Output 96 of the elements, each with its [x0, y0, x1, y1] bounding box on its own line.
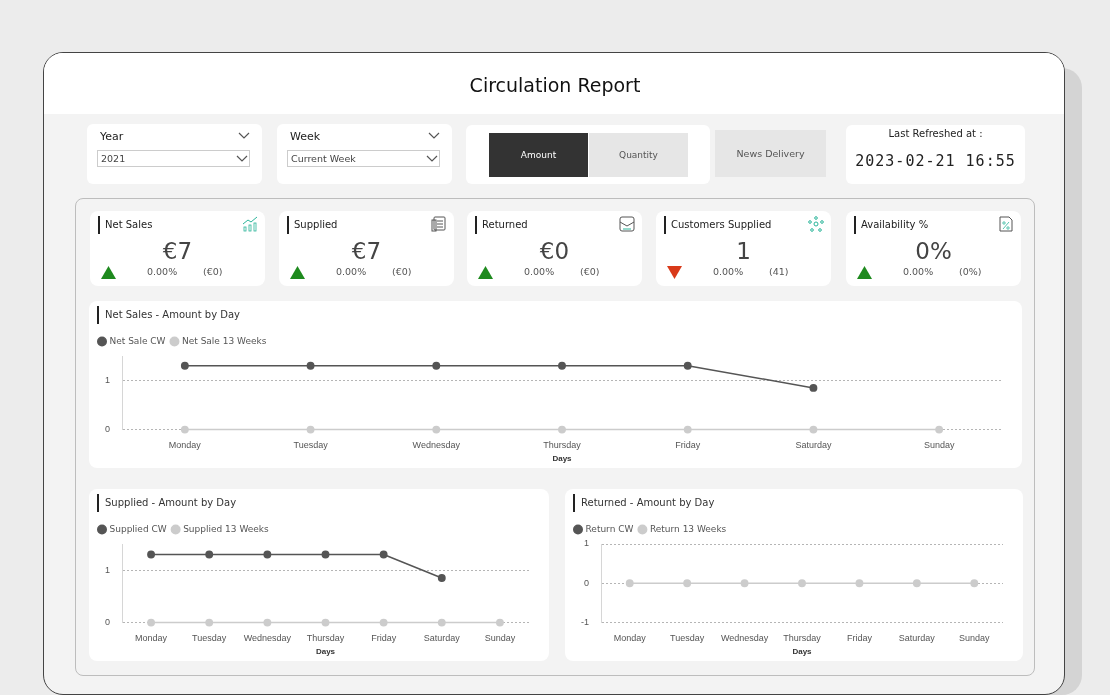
x-tick-label: Thursday	[783, 633, 822, 644]
text: €0	[538, 238, 571, 264]
x-tick-label: Wednesday	[720, 633, 769, 644]
legend-label: Net Sale 13 Weeks	[181, 335, 267, 346]
text: Current Week	[291, 153, 356, 164]
text: Amount	[489, 133, 588, 177]
y-tick-label: -1	[580, 617, 589, 628]
y-tick-label: 1	[104, 564, 111, 575]
point	[558, 425, 566, 434]
chart-title: Supplied - Amount by Day	[105, 497, 237, 508]
text: Availability %	[861, 219, 929, 230]
x-tick-label: Monday	[613, 633, 647, 644]
point	[379, 618, 388, 627]
chart-title: Net Sales - Amount by Day	[105, 309, 240, 320]
x-tick-label: Saturday	[423, 633, 461, 644]
text: (41)	[769, 266, 789, 277]
x-tick-label: Monday	[135, 633, 168, 644]
x-tick-label: Sunday	[959, 633, 991, 644]
x-axis-title: Days	[792, 647, 813, 657]
point	[683, 361, 692, 370]
x-tick-label: Sunday	[923, 440, 955, 451]
point	[263, 618, 272, 627]
text: 0%	[914, 238, 953, 264]
x-axis-title: Days	[315, 647, 336, 657]
text: (€0)	[203, 266, 223, 277]
text: 2021	[101, 153, 126, 164]
chart-title: Returned - Amount by Day	[581, 497, 715, 508]
text: (0%)	[959, 266, 982, 277]
x-tick-label: Friday	[371, 633, 397, 644]
point	[321, 550, 330, 559]
text: 0.00%	[147, 266, 178, 277]
point	[306, 425, 315, 434]
x-tick-label: Thursday	[306, 633, 345, 644]
text: 0.00%	[336, 266, 367, 277]
text: Quantity	[589, 133, 688, 177]
legend-label: Return CW	[585, 523, 634, 534]
x-tick-label: Tuesday	[670, 633, 705, 644]
x-tick-label: Monday	[168, 440, 202, 451]
legend-label: Supplied 13 Weeks	[183, 523, 270, 534]
point	[147, 550, 156, 559]
text: Net Sales	[105, 219, 153, 230]
legend-label: Return 13 Weeks	[649, 523, 727, 534]
point	[432, 361, 441, 370]
text: €7	[350, 238, 383, 264]
y-tick-label: 1	[104, 375, 111, 386]
point	[495, 618, 504, 627]
x-tick-label: Friday	[846, 633, 873, 644]
x-axis-title: Days	[552, 454, 573, 464]
point	[809, 425, 818, 434]
point	[205, 550, 214, 559]
x-tick-label: Tuesday	[192, 633, 227, 644]
x-tick-label: Wednesday	[243, 633, 292, 644]
x-tick-label: Friday	[675, 440, 701, 451]
text: (€0)	[580, 266, 600, 277]
text: Year	[100, 130, 124, 143]
x-tick-label: Saturday	[795, 440, 832, 451]
point	[180, 361, 189, 370]
point	[263, 550, 272, 559]
point	[379, 550, 388, 559]
point	[147, 618, 156, 627]
text: Circulation Report	[468, 74, 642, 96]
text: 1	[735, 238, 752, 264]
y-tick-label: 0	[583, 577, 589, 588]
legend-label: Supplied CW	[109, 523, 167, 534]
y-tick-label: 0	[104, 424, 111, 435]
text: (€0)	[392, 266, 412, 277]
text: 0.00%	[524, 266, 555, 277]
point	[683, 425, 692, 434]
text: News Delivery	[715, 130, 826, 177]
point	[306, 361, 315, 370]
text: €7	[161, 238, 194, 264]
point	[437, 574, 446, 583]
point	[437, 618, 446, 627]
text: Week	[290, 130, 321, 143]
point	[180, 425, 189, 434]
text: 2023-02-21 16:55	[854, 152, 1017, 170]
y-tick-label: 1	[583, 538, 589, 549]
x-tick-label: Sunday	[484, 633, 516, 644]
point	[432, 425, 441, 434]
point	[558, 361, 566, 370]
y-tick-label: 0	[104, 617, 111, 628]
point	[935, 425, 944, 434]
text: Last Refreshed at :	[887, 128, 984, 139]
point	[321, 618, 330, 627]
point	[809, 383, 818, 392]
text: Returned	[482, 219, 528, 230]
x-tick-label: Saturday	[898, 633, 936, 644]
text: 0.00%	[713, 266, 744, 277]
x-tick-label: Tuesday	[293, 440, 329, 451]
text: Customers Supplied	[671, 219, 772, 230]
x-tick-label: Wednesday	[412, 440, 461, 451]
legend-label: Net Sale CW	[109, 335, 166, 346]
text: 0.00%	[903, 266, 934, 277]
point	[205, 618, 214, 627]
x-tick-label: Thursday	[543, 440, 582, 451]
text: Supplied	[294, 219, 338, 230]
